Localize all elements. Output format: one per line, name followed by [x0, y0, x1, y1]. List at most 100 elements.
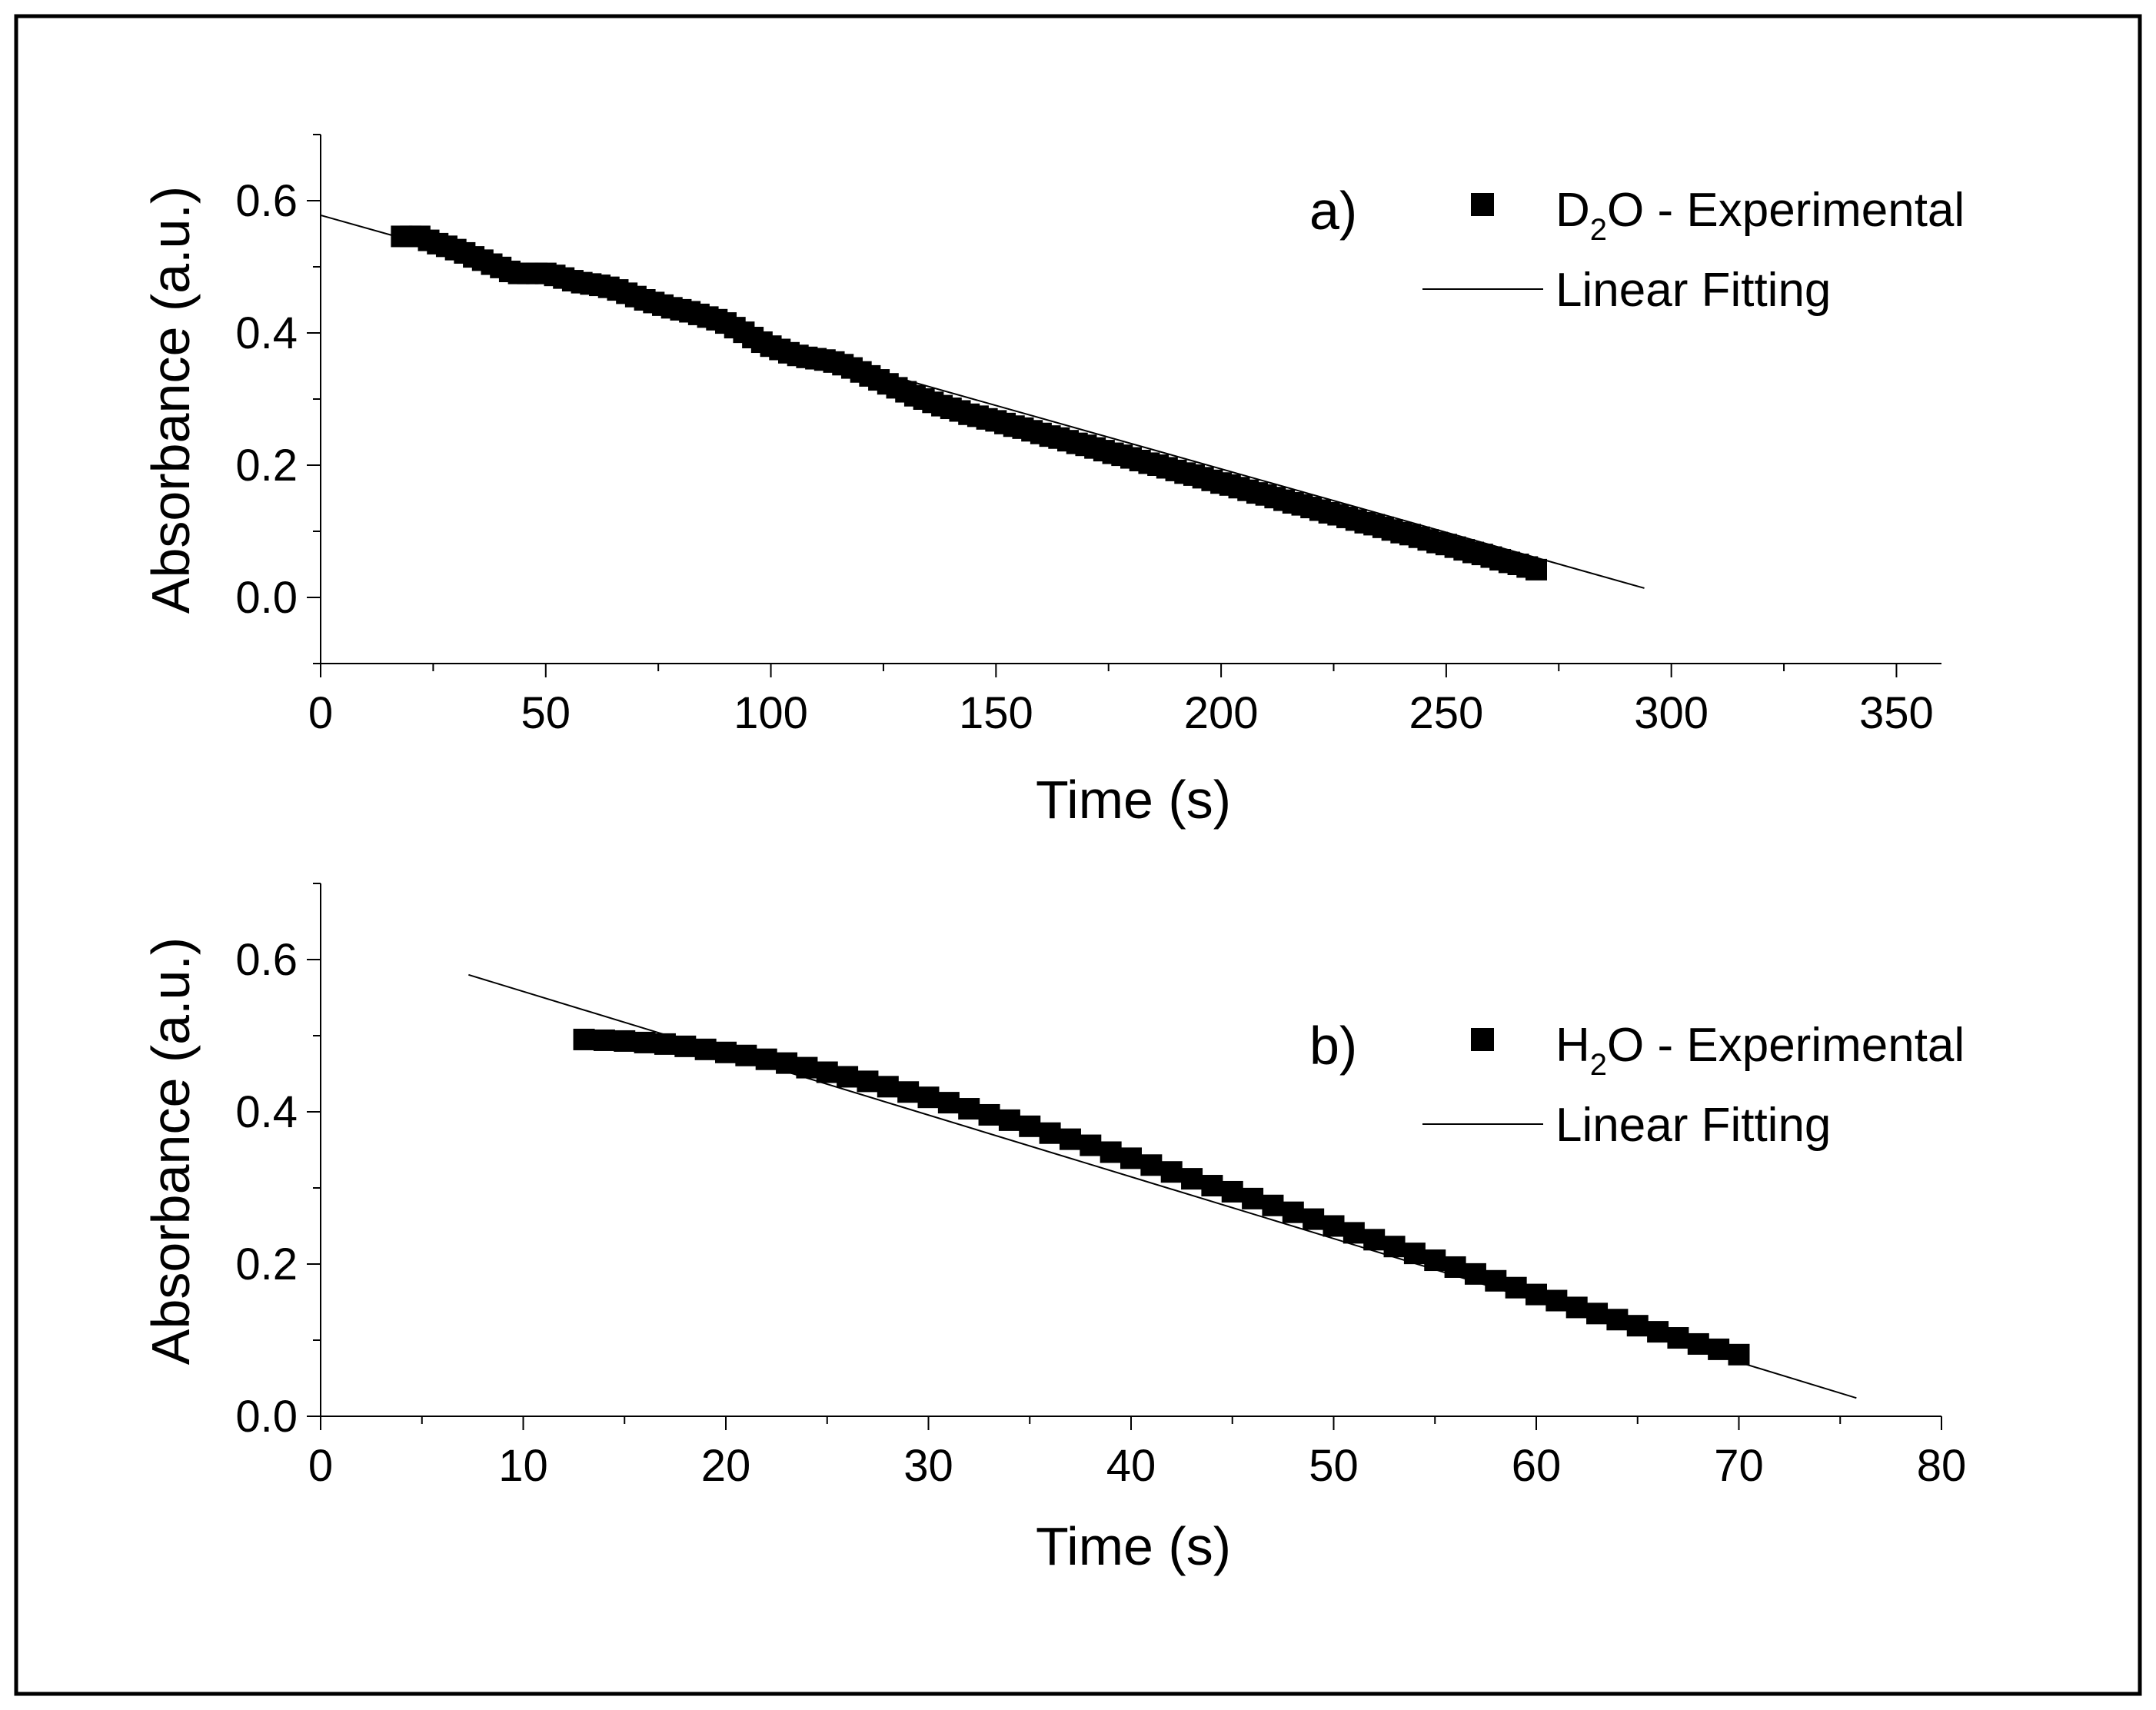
x-tick-label: 60	[1512, 1441, 1562, 1491]
data-point	[1647, 1321, 1669, 1343]
x-axis-ticks: 0 10 20 30 40 50 60 70 80	[308, 1416, 1966, 1491]
y-tick-label: 0.6	[235, 935, 298, 985]
data-point	[1424, 1249, 1446, 1272]
data-point	[1626, 1315, 1649, 1337]
x-tick-label: 350	[1859, 688, 1934, 738]
data-point	[1383, 1236, 1406, 1258]
data-point	[1444, 1256, 1466, 1278]
data-point	[796, 1056, 818, 1079]
y-axis-ticks: 0.0 0.2 0.4 0.6	[235, 883, 321, 1442]
data-point	[755, 1048, 777, 1070]
y-tick-label: 0.4	[235, 308, 298, 358]
data-point	[1565, 1296, 1588, 1319]
data-point	[816, 1061, 838, 1083]
data-point	[857, 1070, 879, 1093]
data-point	[634, 1031, 656, 1053]
x-tick-label: 40	[1106, 1441, 1156, 1491]
data-point	[1526, 1283, 1547, 1306]
x-axis-title: Time (s)	[1036, 770, 1231, 830]
y-axis-ticks: 0.0 0.2 0.4 0.6	[235, 134, 321, 664]
data-point	[1708, 1338, 1730, 1360]
x-tick-label: 100	[734, 688, 808, 738]
x-tick-label: 70	[1714, 1441, 1764, 1491]
data-point	[1039, 1122, 1061, 1144]
data-point	[1526, 558, 1547, 581]
data-point	[958, 1098, 980, 1120]
x-tick-label: 50	[1309, 1441, 1359, 1491]
data-point	[674, 1035, 697, 1057]
data-point	[1403, 1243, 1426, 1265]
x-tick-label: 150	[959, 688, 1033, 738]
data-point	[1323, 1215, 1345, 1237]
data-point	[614, 1030, 636, 1052]
y-axis-title: Absorbance (a.u.)	[141, 186, 201, 614]
y-axis-title: Absorbance (a.u.)	[141, 937, 201, 1365]
x-tick-label: 50	[521, 688, 571, 738]
data-point	[735, 1044, 757, 1066]
data-point	[1464, 1263, 1486, 1285]
x-tick-label: 80	[1917, 1441, 1967, 1491]
x-tick-label: 250	[1409, 688, 1483, 738]
chart-panel-b: 0.0 0.2 0.4 0.6 0 10 20 30 40 50 60 70 80 Absorbanc…	[141, 883, 1966, 1576]
data-point	[694, 1038, 717, 1060]
data-point	[1242, 1187, 1264, 1209]
data-point	[1303, 1208, 1325, 1230]
data-point	[1363, 1229, 1386, 1251]
legend-label-experimental: H2O - Experimental	[1555, 1019, 1965, 1082]
experimental-points-layer	[391, 225, 1547, 581]
data-point	[1586, 1302, 1609, 1325]
x-tick-label: 0	[308, 688, 333, 738]
data-point	[1100, 1141, 1122, 1163]
y-tick-label: 0.6	[235, 176, 298, 226]
data-point	[573, 1028, 595, 1050]
x-tick-label: 20	[701, 1441, 751, 1491]
data-point	[1120, 1147, 1142, 1169]
panel-label: b)	[1309, 1016, 1357, 1076]
x-tick-label: 200	[1184, 688, 1259, 738]
legend-label-linear-fitting: Linear Fitting	[1555, 264, 1831, 317]
x-tick-label: 300	[1634, 688, 1708, 738]
data-point	[593, 1029, 615, 1051]
data-point	[1181, 1168, 1203, 1190]
x-tick-label: 0	[308, 1441, 333, 1491]
data-point	[1059, 1128, 1081, 1150]
data-point	[998, 1109, 1020, 1131]
legend-label-linear-fitting: Linear Fitting	[1555, 1099, 1831, 1152]
legend-square-marker	[1471, 193, 1494, 216]
data-point	[1485, 1269, 1507, 1292]
data-point	[1201, 1175, 1223, 1197]
y-tick-label: 0.4	[235, 1087, 298, 1137]
data-point	[937, 1092, 960, 1114]
experimental-points-layer	[573, 1028, 1750, 1366]
data-point	[1080, 1134, 1102, 1156]
data-point	[715, 1041, 737, 1063]
data-point	[1282, 1201, 1304, 1223]
data-point	[776, 1052, 798, 1074]
x-tick-label: 30	[903, 1441, 953, 1491]
figure-border	[14, 14, 2142, 1696]
data-point	[978, 1103, 1000, 1126]
y-tick-label: 0.2	[235, 1239, 298, 1289]
data-point	[877, 1076, 899, 1098]
data-point	[1505, 1276, 1527, 1299]
data-point	[1667, 1327, 1689, 1349]
data-point	[1019, 1115, 1041, 1137]
chart-panel-a: 0.0 0.2 0.4 0.6 0 50 100 150 200 250 300 350 Absor…	[141, 134, 1965, 830]
data-point	[1160, 1161, 1183, 1183]
data-point	[654, 1033, 676, 1055]
x-axis-ticks: 0 50 100 150 200 250 300 350	[308, 664, 1934, 738]
data-point	[1140, 1154, 1163, 1176]
data-point	[1262, 1194, 1284, 1216]
legend: H2O - Experimental Linear Fitting	[1422, 1019, 1965, 1152]
x-axis-title: Time (s)	[1036, 1516, 1231, 1576]
y-tick-label: 0.0	[235, 1392, 298, 1442]
data-point	[1343, 1222, 1365, 1244]
legend-label-experimental: D2O - Experimental	[1555, 184, 1965, 247]
data-point	[917, 1086, 940, 1109]
data-point	[1221, 1180, 1243, 1203]
legend: D2O - Experimental Linear Fitting	[1422, 184, 1965, 317]
data-point	[897, 1081, 920, 1103]
panel-label: a)	[1309, 181, 1357, 241]
legend-square-marker	[1471, 1028, 1494, 1051]
